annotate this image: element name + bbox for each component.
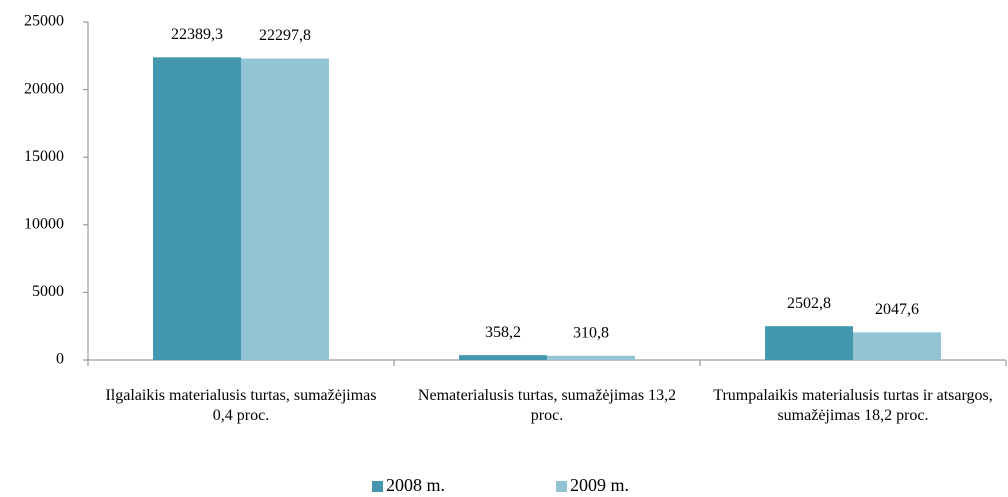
data-label: 358,2 bbox=[485, 324, 521, 341]
y-tick-label: 20000 bbox=[24, 80, 64, 97]
legend-label: 2008 m. bbox=[386, 475, 445, 495]
y-tick-label: 5000 bbox=[32, 283, 64, 300]
data-label: 2047,6 bbox=[875, 301, 919, 318]
legend-swatch bbox=[556, 481, 567, 492]
bar bbox=[547, 355, 635, 360]
bar bbox=[459, 355, 547, 360]
data-label: 310,8 bbox=[573, 324, 609, 341]
y-tick-label: 25000 bbox=[24, 13, 64, 30]
x-tick-label: Trumpalaikis materialusis turtas ir atsa… bbox=[713, 387, 993, 424]
bar bbox=[853, 332, 941, 360]
y-tick-label: 15000 bbox=[24, 148, 64, 165]
data-label: 22389,3 bbox=[171, 26, 223, 43]
x-tick-label: Ilgalaikis materialusis turtas, sumažėji… bbox=[105, 387, 377, 424]
data-label: 2502,8 bbox=[787, 295, 831, 312]
legend-label: 2009 m. bbox=[570, 475, 629, 495]
data-label: 22297,8 bbox=[259, 27, 311, 44]
y-tick-label: 10000 bbox=[24, 215, 64, 232]
bar bbox=[241, 58, 329, 360]
x-tick-label: Nematerialusis turtas, sumažėjimas 13,2 … bbox=[417, 387, 677, 424]
legend-swatch bbox=[372, 481, 383, 492]
y-tick-label: 0 bbox=[56, 351, 64, 368]
bar bbox=[765, 326, 853, 360]
bar bbox=[153, 57, 241, 361]
